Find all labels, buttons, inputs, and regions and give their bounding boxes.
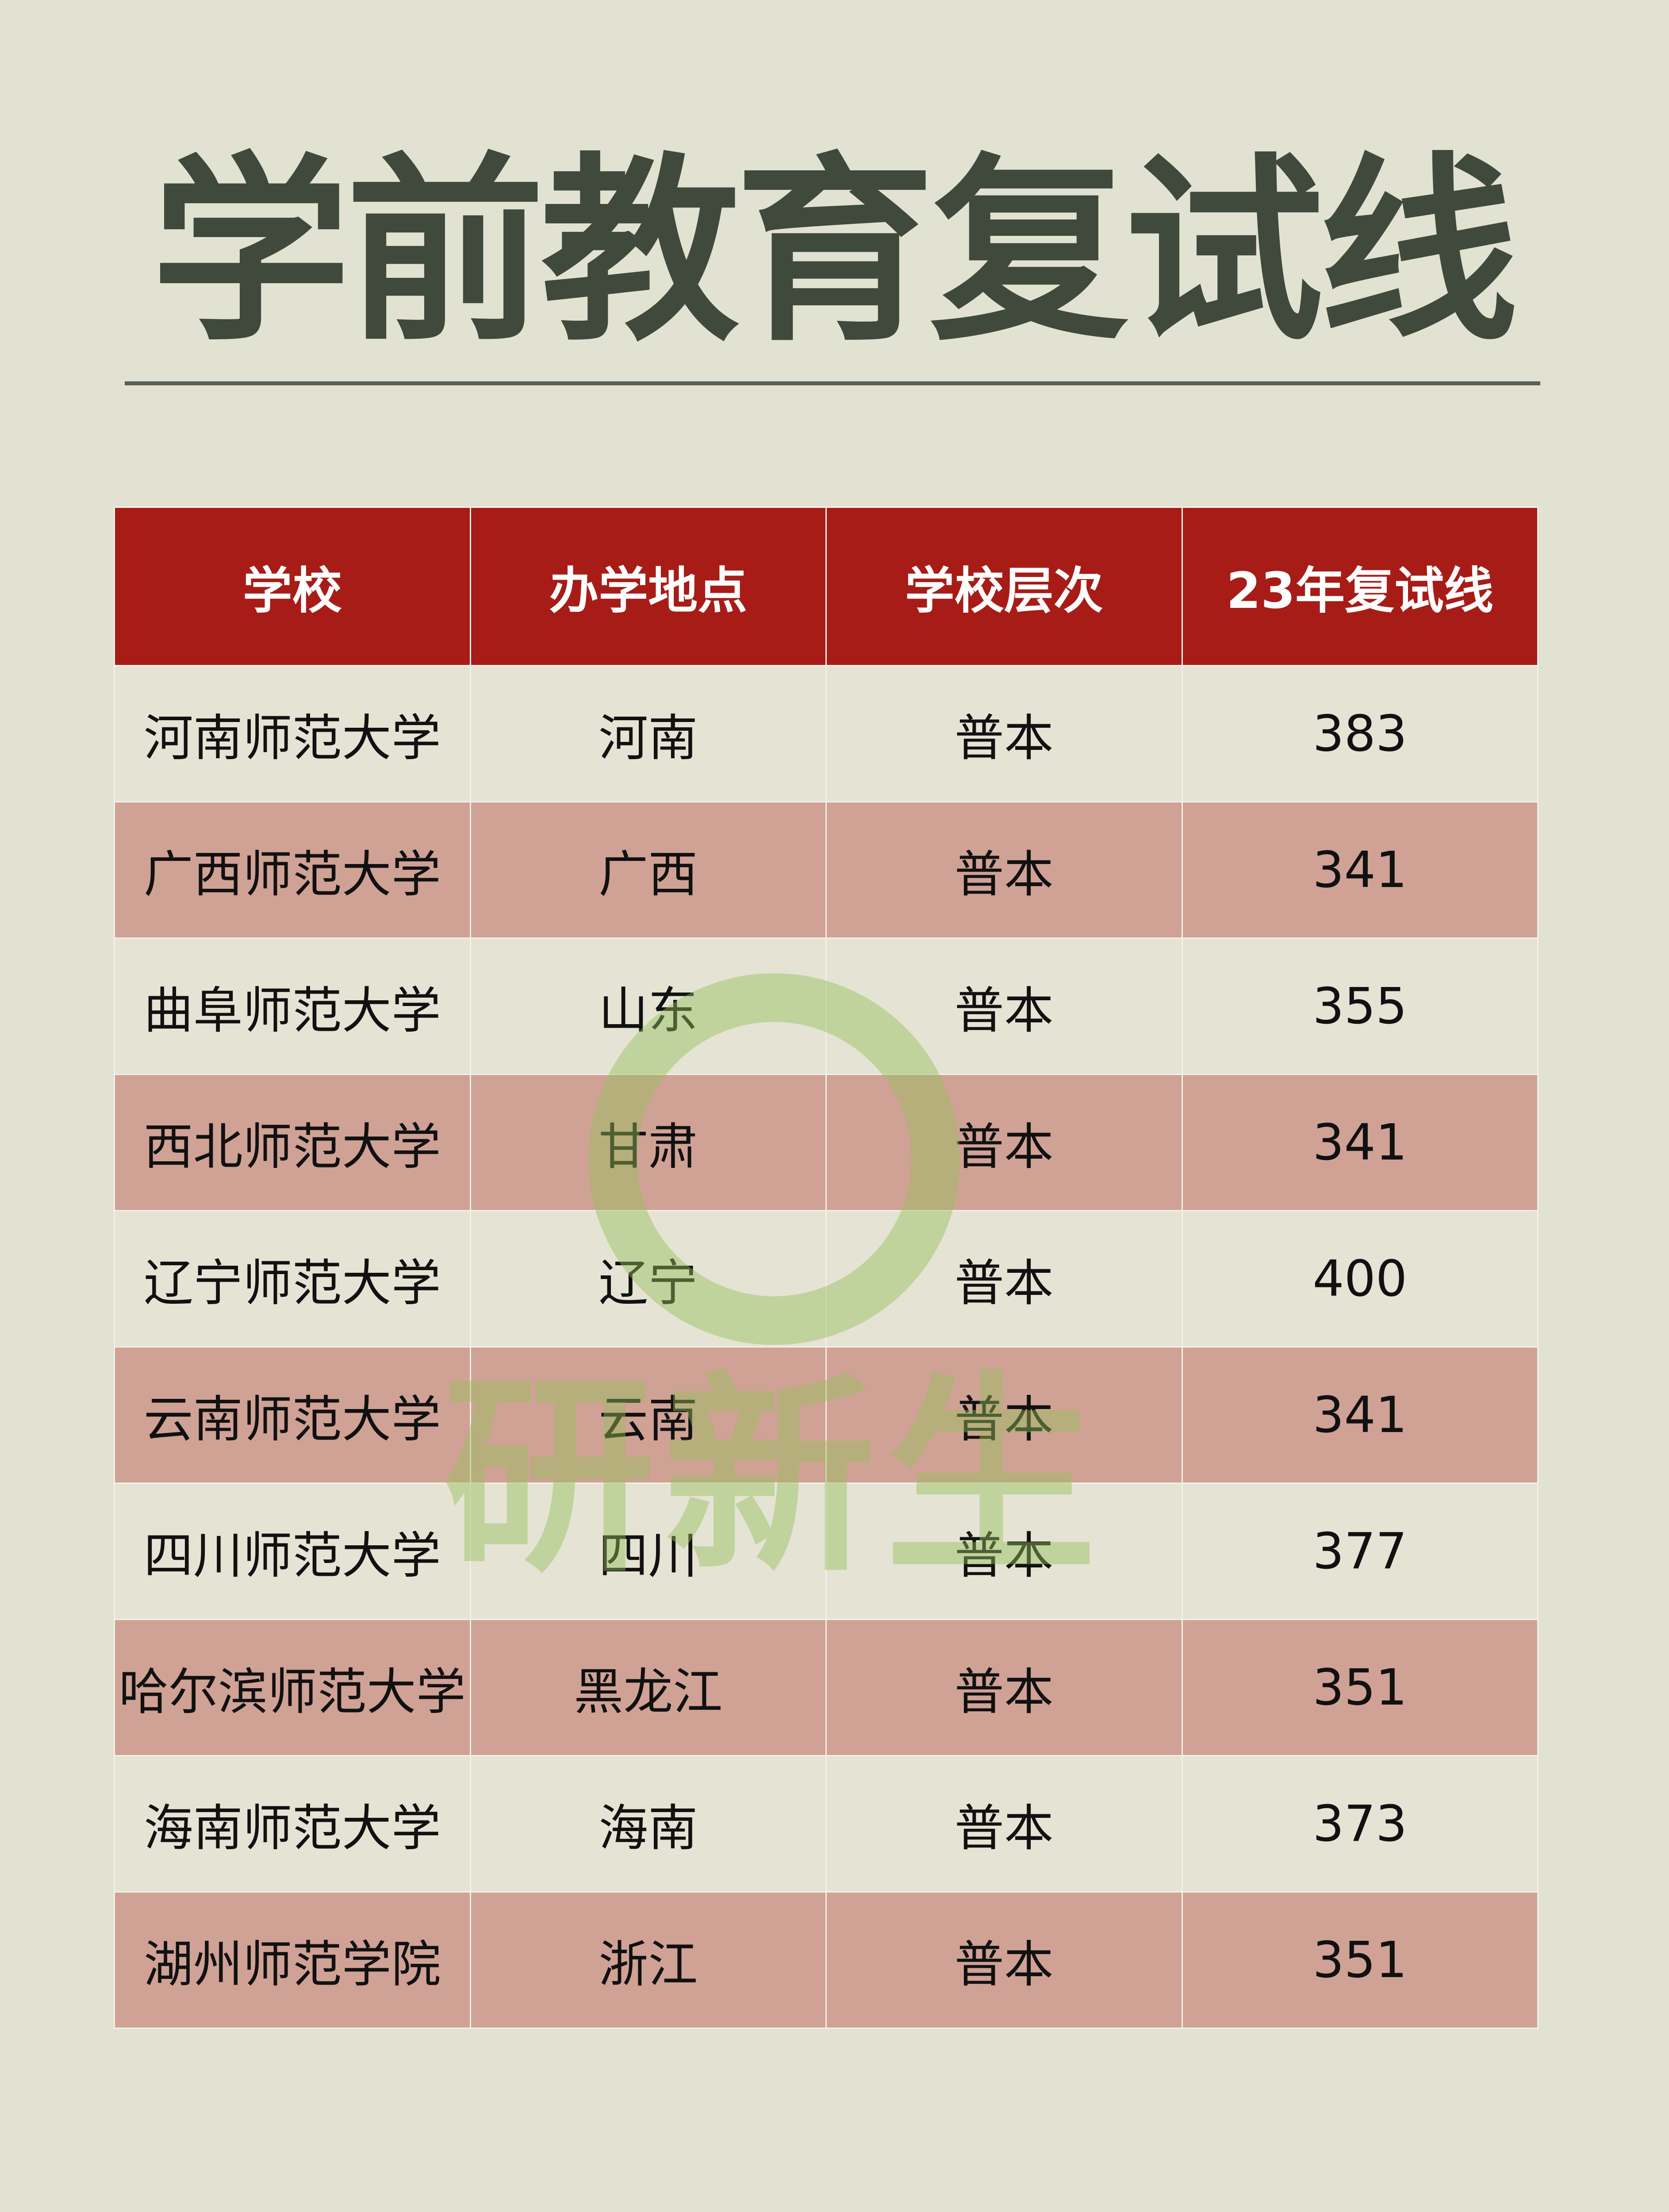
cell-score: 341 [1181,1074,1539,1211]
cell-location: 广西 [469,801,827,939]
cell-level: 普本 [825,665,1183,803]
cell-level: 普本 [825,801,1183,939]
cell-score: 377 [1181,1482,1539,1620]
cell-level: 普本 [825,1482,1183,1620]
table-header-row: 学校 办学地点 学校层次 23年复试线 [114,507,1539,666]
table-row: 四川师范大学 四川 普本 377 [114,1482,1539,1620]
cell-location: 海南 [469,1755,827,1893]
cell-location: 辽宁 [469,1210,827,1348]
cell-location: 山东 [469,937,827,1075]
cell-school: 辽宁师范大学 [114,1210,471,1348]
cell-score: 355 [1181,937,1539,1075]
cell-location: 四川 [469,1482,827,1620]
cell-school: 西北师范大学 [114,1074,471,1211]
score-table: 学校 办学地点 学校层次 23年复试线 河南师范大学 河南 普本 383 广西师范大学广… [114,507,1539,2029]
cell-location: 河南 [469,665,827,803]
cell-score: 400 [1181,1210,1539,1348]
cell-school: 曲阜师范大学 [114,937,471,1075]
header-score: 23年复试线 [1181,507,1539,666]
table-row: 广西师范大学 广西 普本 341 [114,801,1539,939]
cell-level: 普本 [825,1210,1183,1348]
cell-school: 湖州师范学院 [114,1891,471,2029]
cell-school: 哈尔滨师范大学 [114,1619,471,1756]
cell-school: 河南师范大学 [114,665,471,803]
header-location: 办学地点 [469,507,827,666]
cell-level: 普本 [825,1074,1183,1211]
cell-score: 341 [1181,1346,1539,1484]
cell-location: 浙江 [469,1891,827,2029]
table-row: 辽宁师范大学 辽宁 普本 400 [114,1210,1539,1348]
table-row: 海南师范大学 海南 普本 373 [114,1755,1539,1893]
page-title: 学前教育复试线 [151,136,1518,368]
cell-school: 云南师范大学 [114,1346,471,1484]
table-row: 河南师范大学 河南 普本 383 [114,665,1539,803]
table-row: 曲阜师范大学 山东 普本 355 [114,937,1539,1075]
cell-location: 云南 [469,1346,827,1484]
cell-level: 普本 [825,1755,1183,1893]
cell-score: 351 [1181,1619,1539,1756]
cell-school: 海南师范大学 [114,1755,471,1893]
cell-location: 甘肃 [469,1074,827,1211]
table-row: 云南师范大学 云南 普本 341 [114,1346,1539,1484]
cell-level: 普本 [825,1891,1183,2029]
table-row: 湖州师范学院 浙江 普本 351 [114,1891,1539,2029]
cell-score: 341 [1181,801,1539,939]
cell-score: 351 [1181,1891,1539,2029]
title-divider [125,381,1540,385]
header-level: 学校层次 [825,507,1183,666]
cell-level: 普本 [825,1619,1183,1756]
table-row: 西北师范大学 甘肃 普本 341 [114,1074,1539,1211]
cell-level: 普本 [825,937,1183,1075]
cell-score: 383 [1181,665,1539,803]
cell-location: 黑龙江 [469,1619,827,1756]
header-school: 学校 [114,507,471,666]
cell-level: 普本 [825,1346,1183,1484]
table-row: 哈尔滨师范大学 黑龙江 普本 351 [114,1619,1539,1756]
cell-school: 广西师范大学 [114,801,471,939]
cell-school: 四川师范大学 [114,1482,471,1620]
cell-score: 373 [1181,1755,1539,1893]
